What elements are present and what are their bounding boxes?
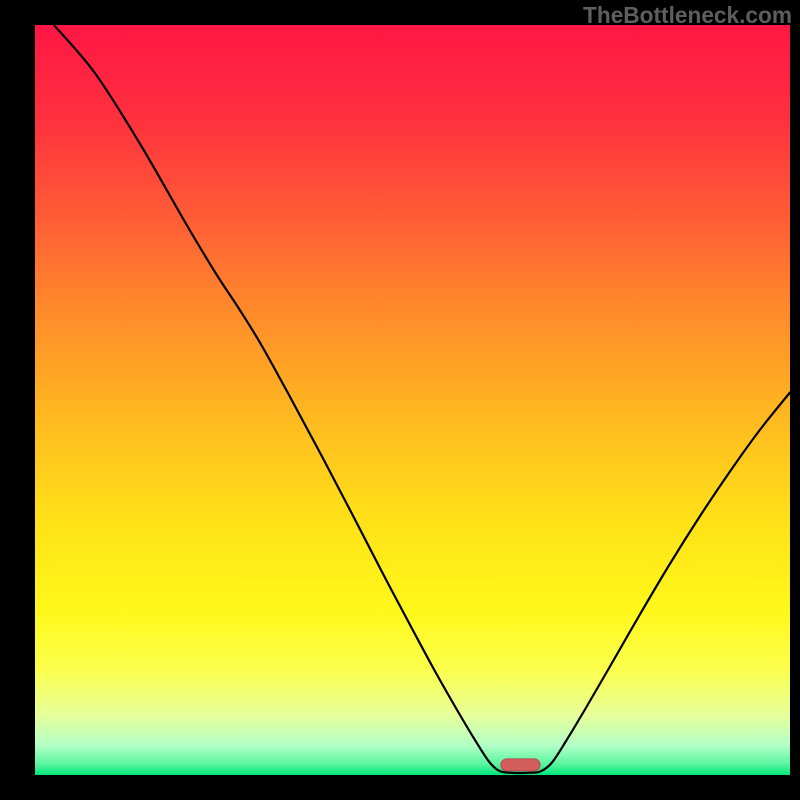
chart-container: TheBottleneck.com (0, 0, 800, 800)
bottleneck-chart-svg (0, 0, 800, 800)
plot-gradient-background (35, 25, 790, 775)
optimal-marker (501, 759, 540, 771)
